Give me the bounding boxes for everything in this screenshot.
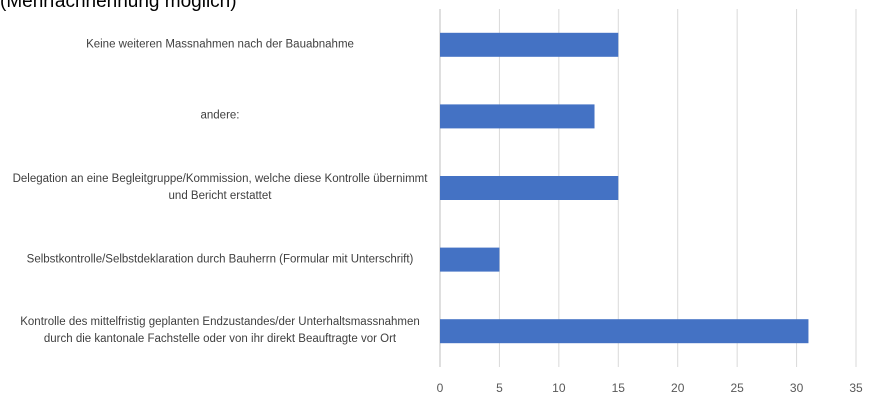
- bar: [440, 104, 595, 129]
- y-tick-label: andere:: [200, 109, 240, 122]
- chart-subtitle: (Mehrfachnennung möglich): [0, 0, 237, 12]
- bar: [440, 319, 809, 344]
- y-tick-label: Kontrolle des mittelfristig geplanten En…: [20, 316, 420, 346]
- x-tick-label: 10: [552, 381, 566, 395]
- y-tick-label: Keine weiteren Massnahmen nach der Bauab…: [86, 38, 354, 51]
- bar: [440, 176, 619, 200]
- x-tick-label: 5: [496, 381, 503, 395]
- x-tick-label: 35: [849, 381, 863, 395]
- y-tick-label: Selbstkontrolle/Selbstdeklaration durch …: [26, 253, 414, 266]
- x-tick-label: 0: [437, 381, 444, 395]
- x-tick-label: 25: [730, 381, 744, 395]
- x-tick-label: 15: [612, 381, 626, 395]
- bar: [440, 247, 500, 272]
- bar: [440, 32, 619, 57]
- x-tick-label: 20: [671, 381, 685, 395]
- y-tick-label: Delegation an eine Begleitgruppe/Kommiss…: [12, 173, 428, 202]
- x-tick-label: 30: [790, 381, 804, 395]
